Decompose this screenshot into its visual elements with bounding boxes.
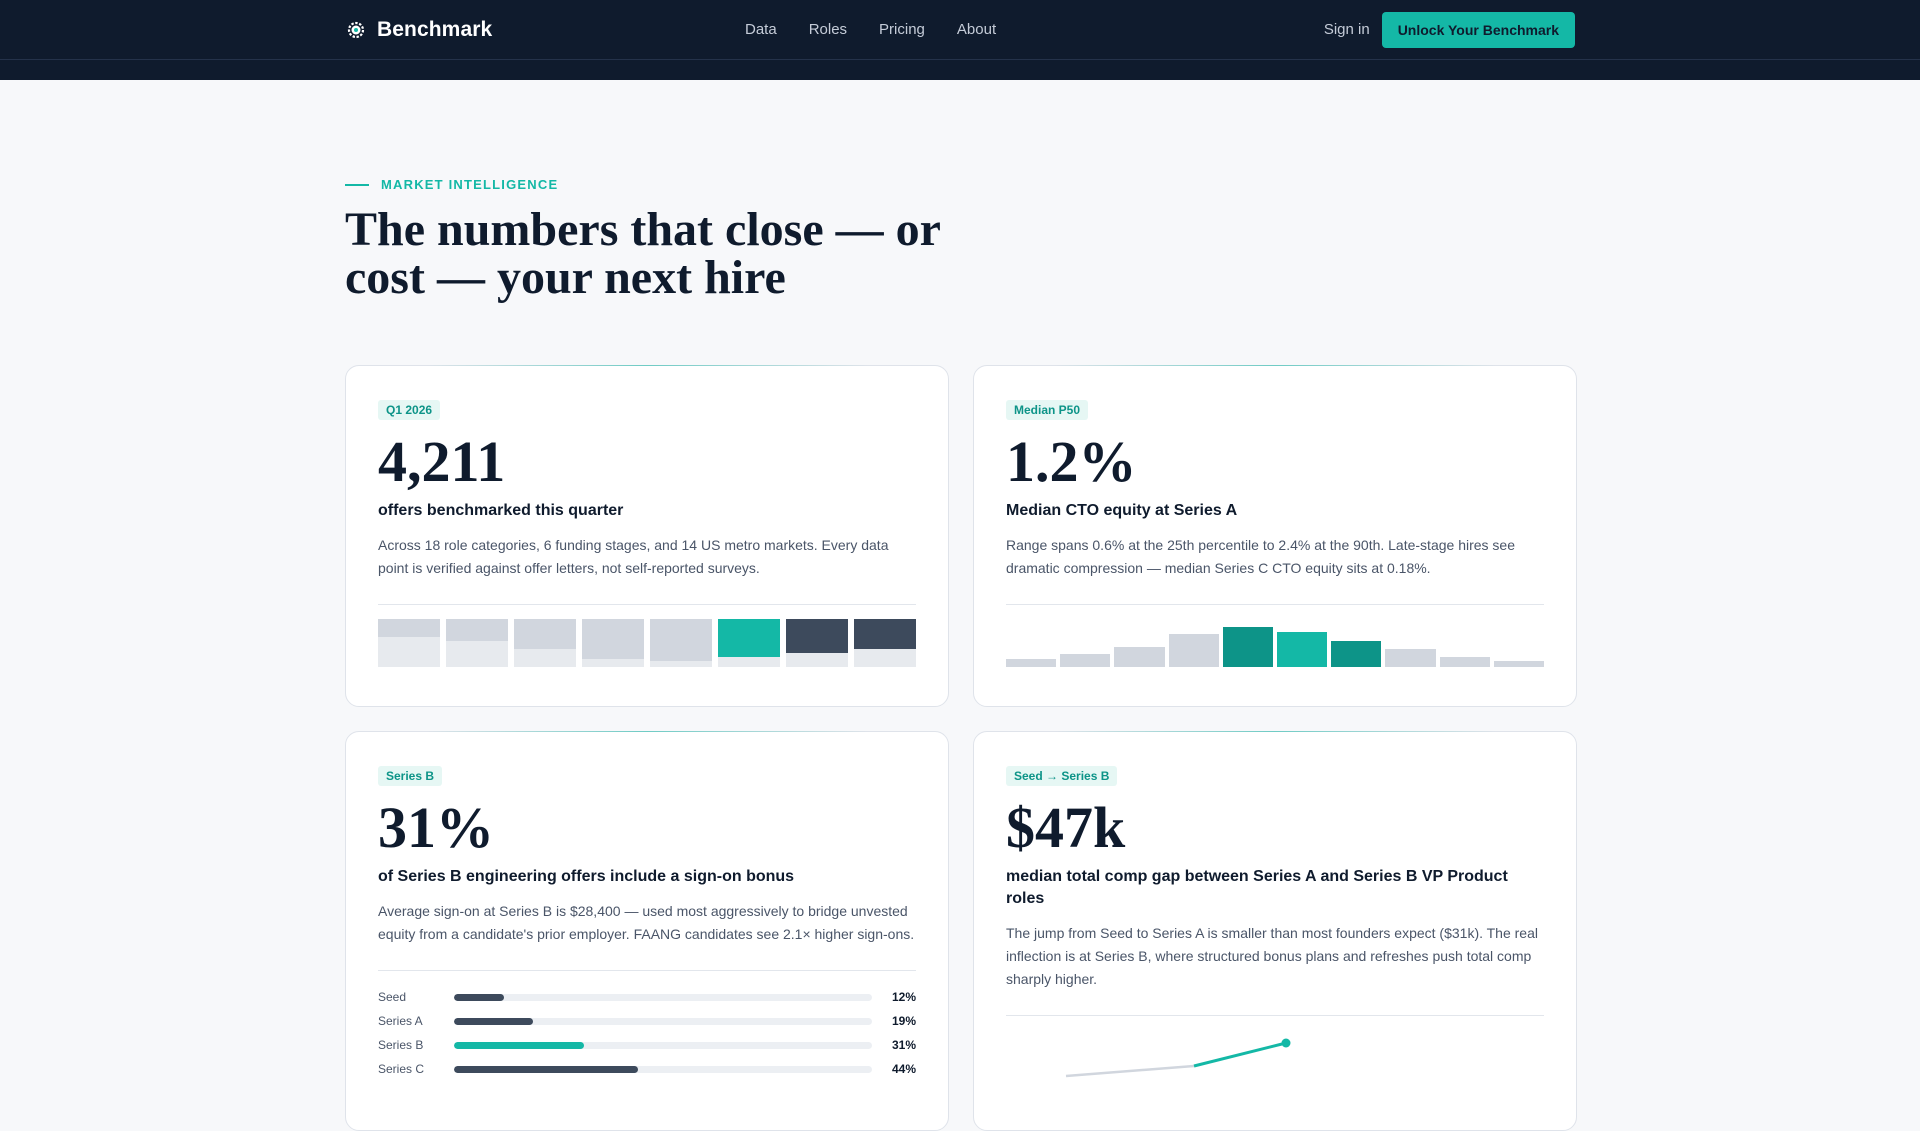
stat-label: of Series B engineering offers include a… <box>378 868 795 885</box>
divider <box>1006 604 1544 605</box>
stat-value: 4,211 <box>378 429 506 494</box>
comp-trend-line <box>1065 1038 1291 1078</box>
nav-link-pricing[interactable]: Pricing <box>879 21 925 38</box>
offers-bar-visual <box>378 619 916 667</box>
stat-card-offers: Q1 2026 4,211 offers benchmarked this qu… <box>345 365 949 707</box>
stage-value: 19% <box>891 1014 916 1028</box>
histogram-bar <box>1331 641 1382 667</box>
brand[interactable]: Benchmark <box>345 18 745 42</box>
stat-card-cto-equity: Median P50 1.2% Median CTO equity at Ser… <box>973 365 1577 707</box>
card-tag: Median P50 <box>1006 400 1089 420</box>
stage-track <box>454 1017 872 1025</box>
stat-card-comp-gap: Seed → Series B $47k median total comp g… <box>973 731 1577 1131</box>
stage-fill <box>454 1041 584 1049</box>
trend-line-teal <box>1193 1041 1287 1068</box>
stage-label: Series B <box>378 1038 424 1052</box>
eyebrow-text: MARKET INTELLIGENCE <box>381 177 559 192</box>
bar-segment <box>786 619 848 667</box>
stage-row: Series B 31% <box>378 1033 916 1057</box>
histogram-bar <box>1385 649 1436 667</box>
stats-grid: Q1 2026 4,211 offers benchmarked this qu… <box>345 365 1577 1131</box>
stage-track <box>454 1065 872 1073</box>
trend-endpoint-dot <box>1281 1038 1291 1048</box>
stat-value: $47k <box>1006 795 1126 860</box>
stat-description: Range spans 0.6% at the 25th percentile … <box>1006 537 1516 576</box>
stat-value: 31% <box>378 795 494 860</box>
nav-link-about[interactable]: About <box>956 21 997 38</box>
divider <box>378 604 916 605</box>
bar-segment <box>514 619 576 667</box>
stat-label: offers benchmarked this quarter <box>378 502 624 519</box>
stage-value: 31% <box>891 1038 916 1052</box>
histogram-bar <box>1168 634 1219 667</box>
histogram-bar <box>1114 647 1165 667</box>
brand-name: Benchmark <box>377 17 493 41</box>
stage-track <box>454 993 872 1001</box>
header-actions: Sign in Unlock Your Benchmark <box>1323 11 1575 48</box>
stat-card-sign-on-bonus: Series B 31% of Series B engineering off… <box>345 731 949 1131</box>
divider <box>1006 1015 1544 1016</box>
stage-fill <box>454 1017 534 1025</box>
card-tag: Q1 2026 <box>378 400 441 420</box>
stat-label: Median CTO equity at Series A <box>1006 502 1238 519</box>
top-navigation-bar: Benchmark Data Roles Pricing About Sign … <box>0 0 1920 60</box>
equity-distribution-histogram <box>1006 625 1545 667</box>
stage-label: Series A <box>378 1014 423 1028</box>
stat-label: median total comp gap between Series A a… <box>1006 868 1508 907</box>
stat-description: The jump from Seed to Series A is smalle… <box>1006 925 1538 987</box>
histogram-bar <box>1439 657 1490 667</box>
card-tag: Series B <box>378 766 443 786</box>
eyebrow-line <box>345 183 369 186</box>
stat-description: Across 18 role categories, 6 funding sta… <box>378 537 889 576</box>
stat-value: 1.2% <box>1006 429 1137 494</box>
stage-label: Seed <box>378 990 407 1004</box>
stage-bonus-rows: Seed 12% Series A 19% Series B 31% Serie… <box>378 985 916 1081</box>
unlock-benchmark-button[interactable]: Unlock Your Benchmark <box>1381 11 1575 48</box>
page-title: The numbers that close — or cost — your … <box>345 203 941 304</box>
bar-segment <box>650 619 712 667</box>
card-tag: Seed → Series B <box>1006 766 1118 786</box>
stage-fill <box>454 993 505 1001</box>
bar-segment <box>446 619 508 667</box>
stage-value: 44% <box>891 1062 916 1076</box>
main-nav: Data Roles Pricing About <box>745 21 1324 38</box>
stage-fill <box>454 1065 638 1073</box>
header-strip <box>0 60 1920 80</box>
stage-row: Seed 12% <box>378 985 916 1009</box>
stage-track <box>454 1041 872 1049</box>
sign-in-link[interactable]: Sign in <box>1323 21 1370 38</box>
trend-line-grey <box>1065 1064 1195 1078</box>
histogram-bar <box>1222 627 1274 667</box>
histogram-bar <box>1277 632 1328 667</box>
histogram-bar <box>1493 661 1545 667</box>
histogram-bar <box>1060 654 1111 667</box>
gear-logo-icon <box>345 19 367 41</box>
histogram-bar <box>1006 659 1057 667</box>
main-content: MARKET INTELLIGENCE The numbers that clo… <box>0 177 1920 1131</box>
bar-segment <box>378 619 440 667</box>
stage-value: 12% <box>891 990 916 1004</box>
eyebrow: MARKET INTELLIGENCE <box>345 177 1575 192</box>
bar-segment <box>854 619 916 667</box>
stage-row: Series C 44% <box>378 1057 916 1081</box>
divider <box>378 970 916 971</box>
bar-segment <box>582 619 644 667</box>
stage-row: Series A 19% <box>378 1009 916 1033</box>
stage-label: Series C <box>378 1062 425 1076</box>
nav-link-roles[interactable]: Roles <box>808 21 848 38</box>
bar-segment-highlight <box>718 619 780 667</box>
nav-link-data[interactable]: Data <box>745 21 777 38</box>
stat-description: Average sign-on at Series B is $28,400 —… <box>378 903 915 942</box>
